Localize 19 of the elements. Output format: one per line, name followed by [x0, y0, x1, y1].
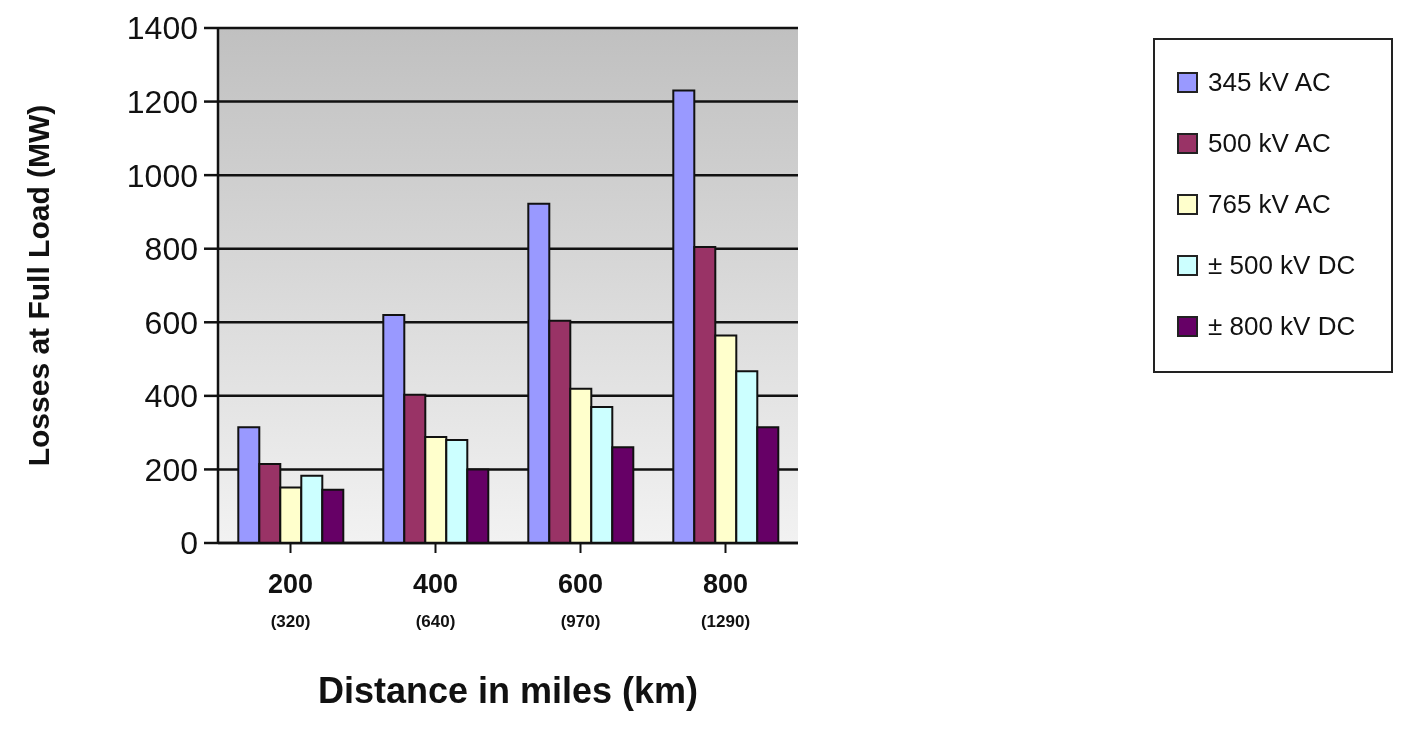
legend-label: 765 kV AC [1208, 189, 1331, 220]
x-tick-label: 800 (1290) [700, 569, 751, 631]
y-tick-label: 1200 [126, 83, 198, 120]
legend-label: 345 kV AC [1208, 67, 1331, 98]
legend-label: ± 800 kV DC [1208, 311, 1356, 342]
y-tick-label: 800 [144, 231, 198, 268]
legend-label: 500 kV AC [1208, 128, 1331, 159]
y-tick-label: 1000 [126, 157, 198, 194]
x-tick-label: 400 (640) [412, 569, 459, 631]
x-tick-label: 200 (320) [267, 569, 314, 631]
x-axis-title: Distance in miles (km) [317, 670, 699, 711]
legend-label: ± 500 kV DC [1208, 250, 1356, 281]
y-tick-label: 1400 [126, 10, 198, 47]
x-tick-label: 600 (970) [557, 569, 604, 631]
y-axis-title: Losses at Full Load (MW) [21, 104, 55, 467]
y-tick-label: 0 [180, 525, 198, 562]
y-tick-label: 200 [144, 451, 198, 488]
y-tick-label: 600 [144, 304, 198, 341]
y-tick-label: 400 [144, 378, 198, 415]
